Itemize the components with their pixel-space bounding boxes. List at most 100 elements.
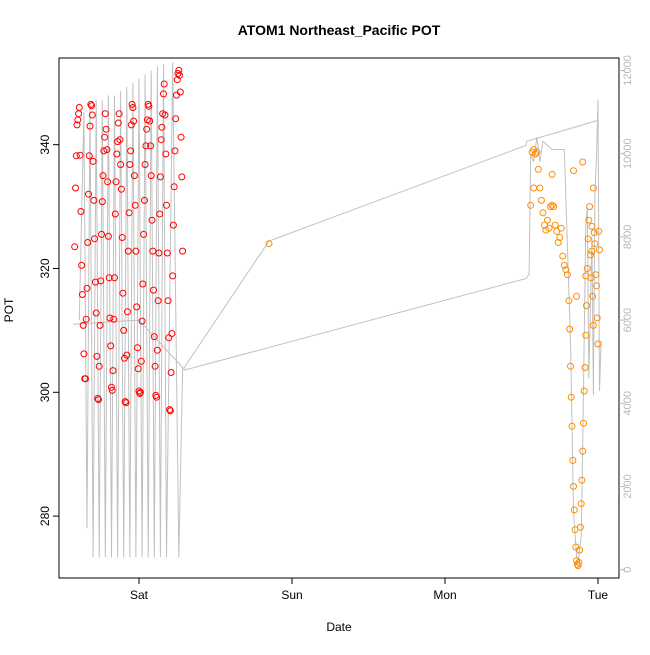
data-point (150, 333, 158, 341)
data-point (130, 172, 138, 180)
data-point (137, 388, 144, 396)
data-point (112, 178, 120, 186)
data-point (567, 362, 574, 370)
data-point (118, 234, 126, 241)
data-point (158, 123, 166, 131)
data-point (161, 111, 169, 119)
data-point (75, 110, 83, 118)
data-point (106, 314, 114, 322)
data-point (579, 158, 587, 166)
data-point (178, 173, 186, 181)
data-point (133, 303, 141, 311)
data-point (163, 249, 171, 257)
y-tick-label: 340 (38, 134, 52, 154)
plot-frame (58, 57, 620, 579)
data-point (596, 246, 603, 254)
data-point (562, 266, 570, 274)
data-point (95, 362, 103, 370)
data-point (153, 346, 161, 354)
data-point (588, 222, 596, 230)
data-point (114, 119, 122, 127)
data-point (580, 419, 587, 427)
data-point (531, 150, 539, 158)
data-point (592, 271, 600, 279)
data-point (166, 406, 174, 414)
data-point (154, 297, 162, 305)
x-tick-label: Sun (281, 588, 302, 602)
data-point (586, 203, 594, 211)
data-point (137, 357, 145, 365)
data-point (156, 210, 164, 218)
data-point (551, 221, 559, 229)
data-point (569, 456, 577, 464)
data-point (102, 125, 110, 133)
data-point (164, 297, 172, 305)
data-point (171, 147, 179, 155)
data-point (92, 309, 100, 317)
data-point (143, 125, 151, 133)
data-point (590, 229, 598, 237)
data-point (591, 240, 599, 248)
data-point (140, 196, 148, 204)
y2-tick-label: 0 (622, 567, 634, 573)
data-point (547, 203, 555, 211)
data-point (85, 190, 92, 198)
data-point (95, 396, 102, 404)
data-point (150, 286, 157, 294)
y2-tick-label: 10000 (622, 138, 634, 169)
data-point (125, 209, 133, 217)
data-point (548, 201, 556, 209)
data-point (122, 399, 130, 407)
data-point (72, 152, 80, 160)
data-point (575, 559, 583, 566)
data-point (124, 247, 132, 255)
data-point (88, 111, 96, 119)
data-point (104, 232, 112, 240)
data-point (595, 227, 603, 235)
data-point (132, 247, 140, 255)
data-point (104, 178, 112, 186)
y2-tick-label: 6000 (622, 308, 634, 332)
plot-area: 280 300 320 340 0 2000 4000 6000 8000 10000 12000 S… (38, 55, 634, 602)
data-point (128, 100, 136, 108)
data-point (560, 261, 568, 269)
data-point (265, 240, 273, 248)
data-point (94, 395, 102, 402)
data-point (157, 136, 165, 144)
data-point (589, 292, 597, 300)
data-point (167, 369, 175, 376)
data-point (142, 142, 150, 150)
data-point (588, 247, 596, 255)
data-point (545, 224, 553, 232)
data-point (534, 165, 542, 173)
data-point (87, 100, 95, 108)
data-point (77, 208, 85, 215)
data-point (141, 161, 149, 168)
data-point (155, 249, 163, 257)
data-point (134, 365, 142, 373)
data-point (151, 362, 159, 370)
data-point (80, 350, 88, 358)
data-point (573, 292, 581, 300)
data-point (174, 70, 182, 77)
data-point (83, 284, 91, 292)
data-point (126, 161, 134, 168)
data-point (99, 172, 107, 180)
data-point (570, 482, 577, 490)
data-point (109, 367, 117, 375)
data-point (98, 230, 105, 238)
data-point (565, 297, 573, 305)
data-point (162, 150, 170, 158)
data-point (544, 216, 551, 224)
data-point (147, 142, 154, 150)
data-point (584, 235, 592, 243)
data-point (136, 390, 144, 397)
data-point (78, 261, 86, 269)
data-point (554, 239, 562, 246)
data-point (115, 110, 123, 118)
y-tick-label: 300 (38, 382, 52, 402)
data-point (88, 102, 96, 110)
data-point (114, 138, 122, 146)
